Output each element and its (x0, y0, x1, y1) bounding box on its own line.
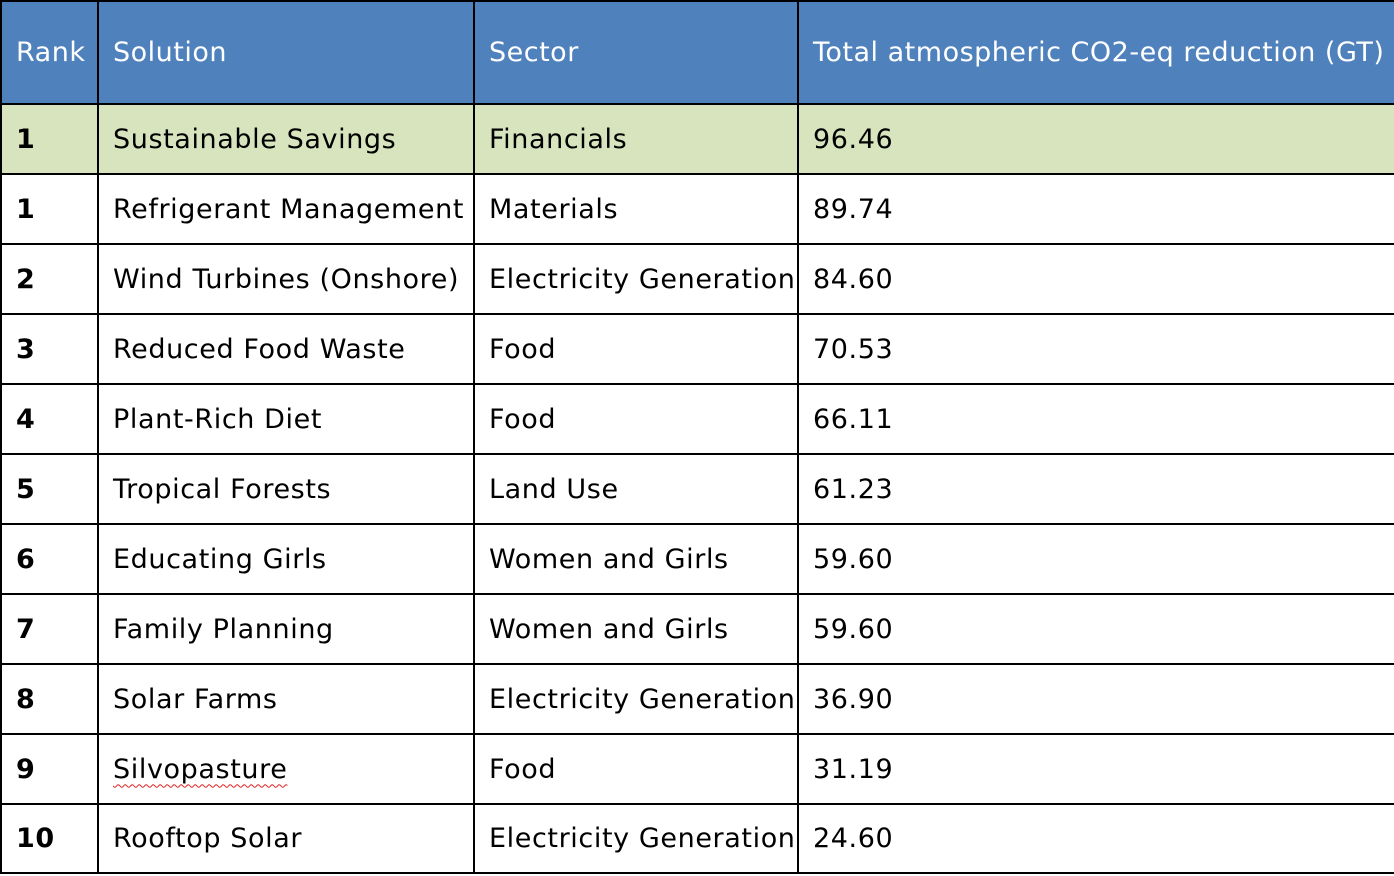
solution-cell: Refrigerant Management (97, 173, 475, 245)
rank-cell: 4 (0, 383, 99, 455)
sector-cell: Financials (473, 103, 799, 175)
table-row: 2 Wind Turbines (Onshore) Electricity Ge… (0, 243, 1394, 315)
solution-cell: Sustainable Savings (97, 103, 475, 175)
rank-cell: 1 (0, 103, 99, 175)
rank-cell: 8 (0, 663, 99, 735)
reduction-cell: 59.60 (797, 523, 1394, 595)
rank-cell: 2 (0, 243, 99, 315)
header-row: Rank Solution Sector Total atmospheric C… (0, 0, 1394, 105)
reduction-cell: 24.60 (797, 803, 1394, 874)
reduction-cell: 70.53 (797, 313, 1394, 385)
spellcheck-flagged-word: Silvopasture (113, 753, 288, 785)
reduction-cell: 61.23 (797, 453, 1394, 525)
table-row: 1 Sustainable Savings Financials 96.46 (0, 103, 1394, 175)
rank-cell: 3 (0, 313, 99, 385)
table-row: 6 Educating Girls Women and Girls 59.60 (0, 523, 1394, 595)
sector-cell: Land Use (473, 453, 799, 525)
sector-cell: Electricity Generation (473, 663, 799, 735)
solution-cell: Rooftop Solar (97, 803, 475, 874)
sector-cell: Electricity Generation (473, 803, 799, 874)
solution-cell: Tropical Forests (97, 453, 475, 525)
rank-cell: 6 (0, 523, 99, 595)
sector-cell: Food (473, 733, 799, 805)
table-row: 1 Refrigerant Management Materials 89.74 (0, 173, 1394, 245)
sector-cell: Materials (473, 173, 799, 245)
solution-cell: Family Planning (97, 593, 475, 665)
rank-cell: 5 (0, 453, 99, 525)
table-row: 7 Family Planning Women and Girls 59.60 (0, 593, 1394, 665)
rank-cell: 1 (0, 173, 99, 245)
sector-cell: Food (473, 383, 799, 455)
solution-cell: Reduced Food Waste (97, 313, 475, 385)
table-body: 1 Sustainable Savings Financials 96.46 1… (0, 103, 1394, 874)
reduction-cell: 66.11 (797, 383, 1394, 455)
sector-cell: Electricity Generation (473, 243, 799, 315)
solution-cell: Solar Farms (97, 663, 475, 735)
header-rank: Rank (0, 0, 99, 105)
table-header: Rank Solution Sector Total atmospheric C… (0, 0, 1394, 105)
table-row: 5 Tropical Forests Land Use 61.23 (0, 453, 1394, 525)
table-row: 10 Rooftop Solar Electricity Generation … (0, 803, 1394, 874)
table-row: 3 Reduced Food Waste Food 70.53 (0, 313, 1394, 385)
reduction-cell: 89.74 (797, 173, 1394, 245)
solution-cell: Plant-Rich Diet (97, 383, 475, 455)
header-sector: Sector (473, 0, 799, 105)
solution-cell: Educating Girls (97, 523, 475, 595)
solution-cell: Silvopasture (97, 733, 475, 805)
reduction-cell: 31.19 (797, 733, 1394, 805)
reduction-cell: 96.46 (797, 103, 1394, 175)
header-solution: Solution (97, 0, 475, 105)
rank-cell: 10 (0, 803, 99, 874)
rank-cell: 7 (0, 593, 99, 665)
rank-cell: 9 (0, 733, 99, 805)
sector-cell: Women and Girls (473, 523, 799, 595)
header-reduction: Total atmospheric CO2-eq reduction (GT) (797, 0, 1394, 105)
table-row: 9 Silvopasture Food 31.19 (0, 733, 1394, 805)
sector-cell: Women and Girls (473, 593, 799, 665)
table-row: 8 Solar Farms Electricity Generation 36.… (0, 663, 1394, 735)
solution-cell: Wind Turbines (Onshore) (97, 243, 475, 315)
table-row: 4 Plant-Rich Diet Food 66.11 (0, 383, 1394, 455)
reduction-cell: 36.90 (797, 663, 1394, 735)
sector-cell: Food (473, 313, 799, 385)
reduction-cell: 59.60 (797, 593, 1394, 665)
reduction-cell: 84.60 (797, 243, 1394, 315)
